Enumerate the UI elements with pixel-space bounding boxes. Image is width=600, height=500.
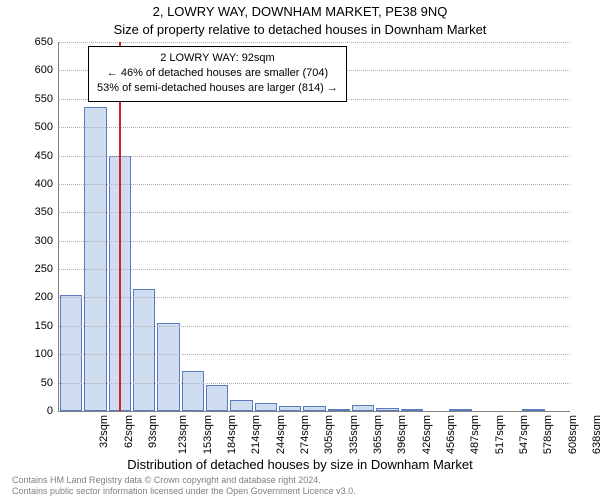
gridline (59, 42, 570, 43)
histogram-bar (401, 409, 423, 411)
y-tick-label: 50 (41, 377, 59, 389)
x-tick-label: 214sqm (250, 415, 262, 454)
x-tick-label: 305sqm (323, 415, 335, 454)
legend-box: 2 LOWRY WAY: 92sqm ← 46% of detached hou… (88, 46, 347, 102)
chart-figure: 2, LOWRY WAY, DOWNHAM MARKET, PE38 9NQ S… (0, 0, 600, 500)
x-tick-label: 638sqm (591, 415, 600, 454)
x-tick-label: 274sqm (299, 415, 311, 454)
histogram-bar (206, 385, 228, 411)
x-tick-label: 244sqm (275, 415, 287, 454)
y-tick-label: 450 (35, 150, 59, 162)
x-tick-label: 517sqm (494, 415, 506, 454)
histogram-bar (352, 405, 374, 411)
legend-line-1: ← 46% of detached houses are smaller (70… (97, 66, 338, 81)
y-tick-label: 200 (35, 291, 59, 303)
footer-line-2: Contains public sector information licen… (12, 486, 356, 496)
legend-line-0: 2 LOWRY WAY: 92sqm (97, 51, 338, 66)
gridline (59, 241, 570, 242)
chart-title-main: 2, LOWRY WAY, DOWNHAM MARKET, PE38 9NQ (0, 4, 600, 19)
gridline (59, 326, 570, 327)
y-tick-label: 400 (35, 178, 59, 190)
histogram-bar (182, 371, 204, 411)
x-tick-label: 396sqm (396, 415, 408, 454)
histogram-bar (157, 323, 179, 411)
x-tick-label: 184sqm (226, 415, 238, 454)
x-tick-label: 456sqm (445, 415, 457, 454)
gridline (59, 269, 570, 270)
y-tick-label: 650 (35, 36, 59, 48)
y-tick-label: 600 (35, 64, 59, 76)
chart-title-sub: Size of property relative to detached ho… (0, 22, 600, 37)
x-tick-label: 608sqm (567, 415, 579, 454)
histogram-bar (303, 406, 325, 411)
gridline (59, 383, 570, 384)
gridline (59, 127, 570, 128)
gridline (59, 354, 570, 355)
histogram-bar (255, 403, 277, 412)
footer-line-1: Contains HM Land Registry data © Crown c… (12, 475, 356, 485)
y-tick-label: 0 (47, 405, 59, 417)
histogram-bar (522, 409, 544, 411)
histogram-bar (60, 295, 82, 411)
x-tick-label: 123sqm (177, 415, 189, 454)
x-tick-label: 547sqm (518, 415, 530, 454)
y-tick-label: 150 (35, 320, 59, 332)
y-tick-label: 350 (35, 206, 59, 218)
x-tick-label: 335sqm (348, 415, 360, 454)
x-tick-label: 32sqm (98, 415, 110, 448)
footer-attribution: Contains HM Land Registry data © Crown c… (12, 475, 356, 496)
y-tick-label: 300 (35, 235, 59, 247)
x-tick-label: 153sqm (202, 415, 214, 454)
y-tick-label: 500 (35, 121, 59, 133)
histogram-bar (230, 400, 252, 411)
histogram-bar (328, 409, 350, 411)
gridline (59, 212, 570, 213)
histogram-bar (449, 409, 471, 411)
x-tick-label: 578sqm (542, 415, 554, 454)
y-tick-label: 250 (35, 263, 59, 275)
histogram-bar (84, 107, 106, 411)
histogram-bar (133, 289, 155, 411)
x-tick-label: 426sqm (421, 415, 433, 454)
gridline (59, 297, 570, 298)
x-tick-label: 487sqm (469, 415, 481, 454)
y-tick-label: 100 (35, 348, 59, 360)
legend-line-2: 53% of semi-detached houses are larger (… (97, 81, 338, 96)
histogram-bar (279, 406, 301, 411)
x-axis-label: Distribution of detached houses by size … (0, 457, 600, 472)
x-tick-label: 93sqm (147, 415, 159, 448)
histogram-bar (376, 408, 398, 411)
x-tick-label: 62sqm (123, 415, 135, 448)
x-tick-label: 365sqm (372, 415, 384, 454)
gridline (59, 156, 570, 157)
gridline (59, 184, 570, 185)
y-tick-label: 550 (35, 93, 59, 105)
